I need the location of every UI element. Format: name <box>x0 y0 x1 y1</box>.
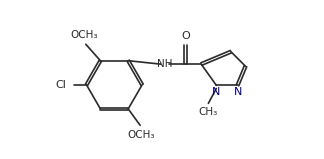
Text: N: N <box>234 87 242 97</box>
Text: CH₃: CH₃ <box>199 107 218 117</box>
Text: OCH₃: OCH₃ <box>128 130 155 140</box>
Text: NH: NH <box>157 59 172 69</box>
Text: OCH₃: OCH₃ <box>71 30 98 39</box>
Text: Cl: Cl <box>55 80 66 90</box>
Text: N: N <box>212 87 220 97</box>
Text: O: O <box>181 31 190 41</box>
